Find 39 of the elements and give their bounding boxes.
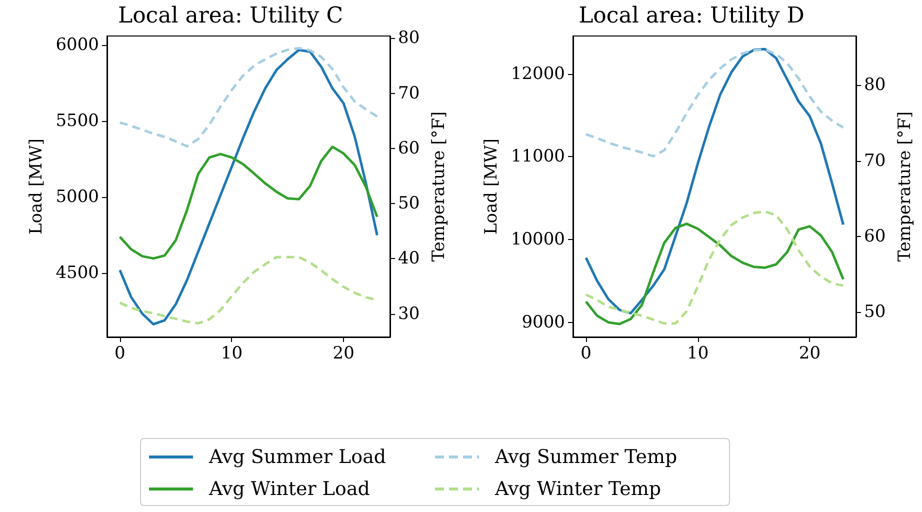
y-axis-title: Load [MW] <box>26 138 46 235</box>
line-series <box>118 46 378 148</box>
y-tick-label: 11000 <box>510 146 565 167</box>
x-tick-label: 0 <box>580 344 592 364</box>
x-tick-label: 10 <box>220 344 243 364</box>
line-series <box>118 146 378 260</box>
y2-tick-label: 50 <box>398 194 420 214</box>
y2-tick-label: 50 <box>864 302 886 322</box>
line-series <box>584 48 844 158</box>
y2-tick-label: 40 <box>398 248 420 269</box>
line-series <box>118 48 378 326</box>
y2-tick-label: 60 <box>398 138 420 158</box>
legend-label: Avg Winter Load <box>209 478 370 500</box>
y2-tick-label: 30 <box>398 304 420 324</box>
y-tick-label: 10000 <box>510 230 565 250</box>
line-series <box>584 48 844 314</box>
y-tick-label: 9000 <box>522 312 565 332</box>
x-tick-label: 10 <box>687 344 709 364</box>
y2-tick-label: 80 <box>398 28 420 48</box>
y-axis-title: Load [MW] <box>482 138 502 235</box>
y-tick-label: 5000 <box>56 186 99 207</box>
y2-tick-label: 60 <box>864 226 886 246</box>
legend-label: Avg Winter Temp <box>495 478 662 500</box>
y2-tick-label: 70 <box>864 150 886 171</box>
y2-tick-label: 70 <box>398 83 420 104</box>
x-tick-label: 20 <box>332 344 354 364</box>
y2-axis-title: Temperature [°F] <box>429 111 450 262</box>
y2-axis-title: Temperature [°F] <box>895 111 916 262</box>
legend-label: Avg Summer Temp <box>495 446 678 468</box>
y-tick-label: 12000 <box>510 64 565 84</box>
y-tick-label: 6000 <box>56 34 99 55</box>
y-tick-label: 4500 <box>56 262 99 283</box>
x-tick-label: 20 <box>798 344 821 364</box>
chart-title: Local area: Utility C <box>118 4 344 28</box>
x-tick-label: 0 <box>114 344 126 364</box>
y2-tick-label: 80 <box>864 75 886 96</box>
legend-label: Avg Summer Load <box>209 446 386 468</box>
y-tick-label: 5500 <box>56 110 99 131</box>
chart-title: Local area: Utility D <box>578 4 804 28</box>
